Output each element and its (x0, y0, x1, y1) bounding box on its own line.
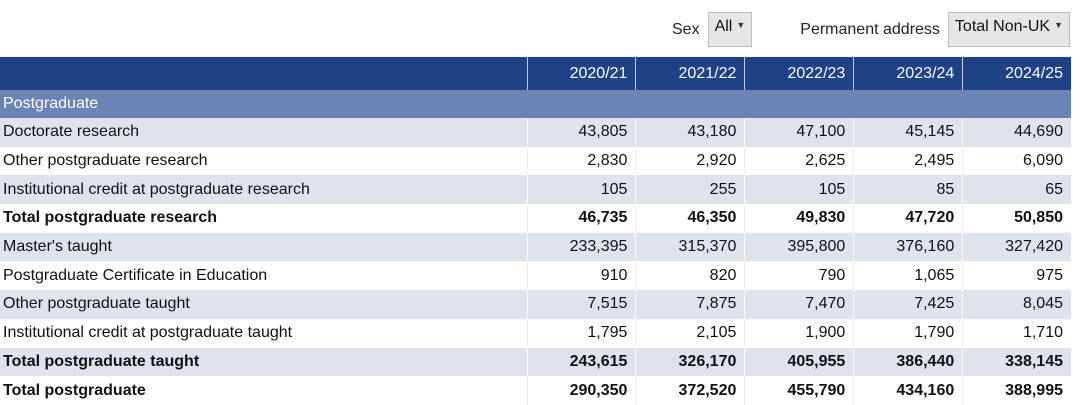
permanent-address-label: Permanent address (800, 20, 940, 38)
cell-value: 2,495 (853, 146, 963, 176)
section-label: Postgraduate (0, 90, 1071, 118)
cell-value: 7,425 (853, 290, 963, 319)
row-label: Other postgraduate research (0, 146, 527, 176)
column-header: 2022/23 (744, 57, 854, 90)
cell-value: 7,875 (635, 290, 745, 319)
cell-value: 290,350 (526, 376, 636, 405)
cell-value: 44,690 (962, 118, 1071, 147)
row-label: Total postgraduate taught (0, 347, 527, 377)
cell-value: 8,045 (962, 290, 1071, 319)
cell-value: 1,795 (526, 318, 636, 348)
cell-value: 1,790 (853, 318, 963, 348)
cell-value: 2,920 (635, 146, 745, 176)
header-blank (0, 57, 527, 90)
cell-value: 910 (526, 261, 636, 291)
table-row: Total postgraduate taught 243,615 326,170 4… (0, 347, 1071, 377)
filters-bar: Sex All ▼ Permanent address Total Non-UK… (672, 12, 1070, 47)
cell-value: 47,100 (744, 118, 854, 147)
cell-value: 49,830 (744, 204, 854, 233)
column-header: 2024/25 (962, 57, 1071, 90)
table-row: Total postgraduate 290,350 372,520 455,790 4… (0, 376, 1071, 405)
cell-value: 46,735 (526, 204, 636, 233)
row-label: Master's taught (0, 232, 527, 262)
cell-value: 255 (635, 175, 745, 205)
table-row: Postgraduate Certificate in Education 910… (0, 261, 1071, 291)
cell-value: 315,370 (635, 232, 745, 262)
table-row: Other postgraduate research 2,830 2,920 2,6… (0, 146, 1071, 176)
table-row: Master's taught 233,395 315,370 395,800 376,… (0, 232, 1071, 262)
cell-value: 7,515 (526, 290, 636, 319)
sex-label: Sex (672, 20, 700, 38)
table-row: Institutional credit at postgraduate res… (0, 175, 1071, 205)
cell-value: 376,160 (853, 232, 963, 262)
cell-value: 455,790 (744, 376, 854, 405)
cell-value: 105 (526, 175, 636, 205)
cell-value: 105 (744, 175, 854, 205)
permanent-address-dropdown[interactable]: Total Non-UK ▼ (947, 12, 1070, 47)
cell-value: 85 (853, 175, 963, 205)
cell-value: 434,160 (853, 376, 963, 405)
row-label: Total postgraduate research (0, 204, 527, 233)
section-row: Postgraduate (0, 90, 1071, 118)
column-header: 2020/21 (526, 57, 636, 90)
cell-value: 1,065 (853, 261, 963, 291)
permanent-address-value: Total Non-UK (954, 18, 1051, 35)
cell-value: 395,800 (744, 232, 854, 262)
cell-value: 405,955 (744, 347, 854, 377)
table-row: Doctorate research 43,805 43,180 47,100 45,1… (0, 118, 1071, 147)
cell-value: 243,615 (526, 347, 636, 377)
cell-value: 386,440 (853, 347, 963, 377)
header-row: 2020/21 2021/22 2022/23 2023/24 2024/25 (0, 57, 1071, 90)
cell-value: 388,995 (962, 376, 1071, 405)
row-label: Other postgraduate taught (0, 290, 527, 319)
cell-value: 1,710 (962, 318, 1071, 348)
cell-value: 2,105 (635, 318, 745, 348)
cell-value: 326,170 (635, 347, 745, 377)
column-header: 2021/22 (635, 57, 745, 90)
cell-value: 975 (962, 261, 1071, 291)
column-header: 2023/24 (853, 57, 963, 90)
cell-value: 6,090 (962, 146, 1071, 176)
cell-value: 233,395 (526, 232, 636, 262)
cell-value: 65 (962, 175, 1071, 205)
row-label: Doctorate research (0, 118, 527, 147)
cell-value: 7,470 (744, 290, 854, 319)
table-row: Institutional credit at postgraduate tau… (0, 318, 1071, 348)
caret-down-icon: ▼ (736, 20, 746, 30)
table-row: Other postgraduate taught 7,515 7,875 7,470… (0, 290, 1071, 319)
cell-value: 372,520 (635, 376, 745, 405)
row-label: Institutional credit at postgraduate res… (0, 175, 527, 205)
cell-value: 43,180 (635, 118, 745, 147)
row-label: Institutional credit at postgraduate tau… (0, 318, 527, 348)
table-row: Total postgraduate research 46,735 46,350 4… (0, 204, 1071, 233)
cell-value: 50,850 (962, 204, 1071, 233)
row-label: Total postgraduate (0, 376, 527, 405)
cell-value: 338,145 (962, 347, 1071, 377)
cell-value: 45,145 (853, 118, 963, 147)
cell-value: 327,420 (962, 232, 1071, 262)
cell-value: 47,720 (853, 204, 963, 233)
row-label: Postgraduate Certificate in Education (0, 261, 527, 291)
cell-value: 2,830 (526, 146, 636, 176)
sex-dropdown[interactable]: All ▼ (707, 12, 753, 47)
cell-value: 2,625 (744, 146, 854, 176)
data-table: 2020/21 2021/22 2022/23 2023/24 2024/25 … (0, 57, 1071, 405)
cell-value: 43,805 (526, 118, 636, 147)
cell-value: 46,350 (635, 204, 745, 233)
sex-value: All (714, 18, 733, 35)
cell-value: 1,900 (744, 318, 854, 348)
caret-down-icon: ▼ (1054, 20, 1063, 30)
cell-value: 790 (744, 261, 854, 291)
cell-value: 820 (635, 261, 745, 291)
